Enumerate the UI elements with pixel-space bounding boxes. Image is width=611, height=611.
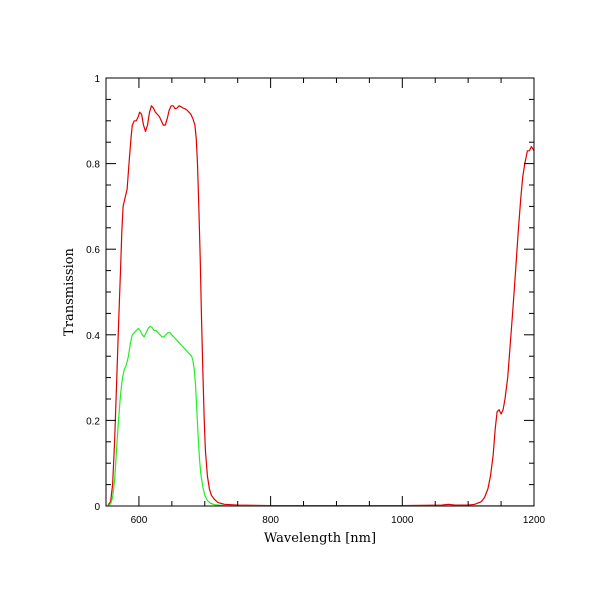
x-tick-label: 800 — [262, 515, 279, 526]
y-tick-label: 0 — [94, 502, 100, 513]
x-tick-label: 600 — [131, 515, 148, 526]
y-axis-label: Transmission — [62, 247, 77, 335]
curves-group — [107, 105, 535, 507]
y-tick-label: 0.4 — [86, 331, 100, 342]
y-tick-label: 0.6 — [86, 245, 100, 256]
series-line-1 — [107, 105, 535, 507]
plot-frame — [105, 77, 535, 507]
ticks-group: 600 800 1000 1200 0 0.2 0.4 0.6 0.8 1 — [86, 74, 545, 526]
x-tick-label: 1200 — [523, 515, 546, 526]
y-tick-label: 1 — [94, 74, 100, 85]
x-tick-label: 1000 — [391, 515, 414, 526]
y-tick-label: 0.2 — [86, 416, 100, 427]
series-line-2 — [107, 325, 534, 507]
y-tick-label: 0.8 — [86, 160, 100, 171]
x-axis-label: Wavelength [nm] — [264, 531, 376, 546]
